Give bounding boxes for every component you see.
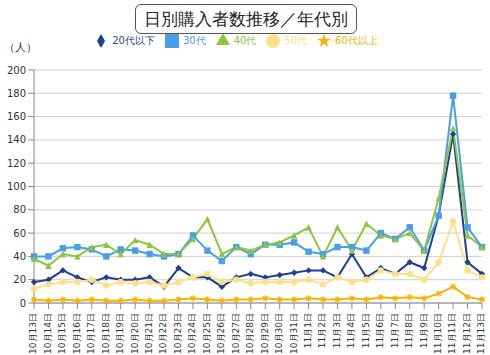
svg-text:11月3日: 11月3日 [332,313,342,348]
svg-text:10月27日: 10月27日 [231,313,241,354]
svg-text:10月21日: 10月21日 [144,313,154,354]
svg-text:10月18日: 10月18日 [101,313,111,354]
svg-text:10月25日: 10月25日 [202,313,212,354]
svg-text:0: 0 [20,298,26,309]
svg-text:10月26日: 10月26日 [216,313,226,354]
svg-text:11月5日: 11月5日 [361,313,371,348]
svg-text:11月8日: 11月8日 [404,313,414,348]
html-text:日別購入者数推移／年代別: 日別購入者数推移／年代別 [144,9,348,29]
svg-text:11月2日: 11月2日 [317,313,327,348]
svg-text:10月31日: 10月31日 [289,313,299,354]
svg-text:20: 20 [13,274,26,285]
svg-text:10月13日: 10月13日 [28,313,38,354]
svg-text:11月12日: 11月12日 [462,313,472,354]
svg-text:11月10日: 11月10日 [433,313,443,354]
svg-text:180: 180 [8,88,26,99]
svg-text:10月30日: 10月30日 [274,313,284,354]
svg-text:10月28日: 10月28日 [245,313,255,354]
svg-text:80: 80 [13,204,26,215]
svg-text:11月11日: 11月11日 [447,313,457,354]
svg-text:60: 60 [13,228,26,239]
svg-text:11月6日: 11月6日 [375,313,385,348]
html-text:60代以上: 60代以上 [335,35,378,46]
svg-text:11月7日: 11月7日 [390,313,400,348]
svg-text:10月16日: 10月16日 [72,313,82,354]
html-text:20代以下: 20代以下 [112,35,155,46]
html-text:（人）: （人） [4,41,37,54]
html-text:40代: 40代 [233,35,257,46]
svg-text:40: 40 [13,251,26,262]
svg-text:10月24日: 10月24日 [187,313,197,354]
svg-text:11月13日: 11月13日 [476,313,482,354]
svg-text:10月19日: 10月19日 [115,313,125,354]
svg-text:160: 160 [8,111,26,122]
svg-text:10月14日: 10月14日 [43,313,53,354]
html-text:30代: 30代 [182,35,206,46]
svg-text:11月9日: 11月9日 [419,313,429,348]
svg-text:10月29日: 10月29日 [260,313,270,354]
svg-text:140: 140 [8,134,26,145]
svg-text:10月23日: 10月23日 [173,313,183,354]
svg-text:10月20日: 10月20日 [130,313,140,354]
svg-text:10月22日: 10月22日 [158,313,168,354]
svg-text:11月4日: 11月4日 [346,313,356,348]
html-text:50代: 50代 [284,35,308,46]
svg-text:10月15日: 10月15日 [57,313,67,354]
svg-text:100: 100 [8,181,26,192]
svg-text:11月1日: 11月1日 [303,313,313,348]
svg-text:120: 120 [8,158,26,169]
svg-text:10月17日: 10月17日 [86,313,96,354]
svg-text:200: 200 [8,65,26,76]
